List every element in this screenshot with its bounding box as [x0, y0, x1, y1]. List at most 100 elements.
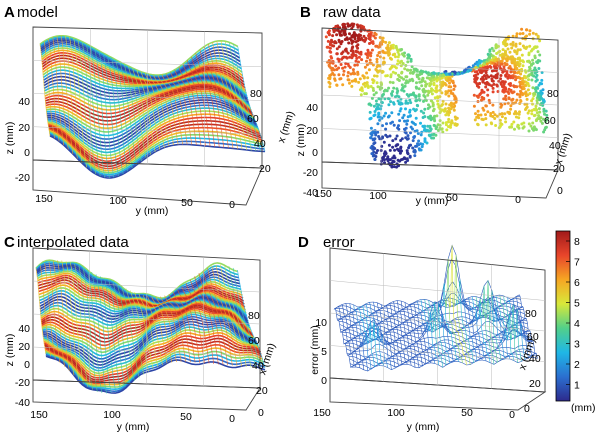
data-point: [398, 109, 402, 113]
data-point: [384, 133, 388, 137]
mesh-line: [377, 302, 396, 369]
data-point: [338, 33, 342, 37]
data-point: [408, 110, 412, 114]
grid-line: [32, 126, 263, 135]
data-point: [400, 88, 404, 92]
data-point: [385, 157, 389, 161]
surface-line: [39, 37, 240, 79]
data-point: [526, 82, 529, 86]
data-point: [327, 32, 331, 36]
data-point: [527, 59, 531, 63]
surface-line: [104, 278, 121, 390]
data-point: [373, 141, 377, 145]
x-ticks: 80 60 40 20 0: [524, 308, 541, 415]
panel-title: model: [17, 4, 58, 21]
data-point: [440, 91, 444, 95]
y-tick-label: 50: [461, 407, 473, 419]
data-point: [387, 86, 391, 90]
data-point: [542, 109, 546, 113]
data-point: [396, 126, 400, 130]
surface-line: [111, 57, 129, 172]
x-tick-label: 60: [247, 113, 259, 125]
data-point: [441, 121, 445, 125]
data-point: [430, 92, 434, 96]
data-point: [381, 136, 384, 140]
mesh-line: [353, 304, 372, 370]
colorbar-tick-label: 1: [574, 380, 580, 392]
data-point: [424, 98, 427, 102]
surface-line: [47, 101, 258, 147]
data-point: [348, 55, 352, 59]
data-point: [518, 110, 521, 114]
data-point: [417, 139, 421, 143]
data-point: [385, 122, 388, 126]
data-point: [485, 74, 489, 77]
data-point: [431, 88, 435, 92]
data-point: [528, 65, 531, 69]
data-point: [378, 55, 382, 59]
data-point: [366, 76, 370, 80]
y-tick-label: 50: [446, 192, 458, 204]
data-point: [390, 65, 394, 69]
data-point: [455, 116, 459, 120]
data-point: [404, 81, 408, 85]
data-point: [493, 65, 497, 69]
data-point: [542, 130, 546, 134]
data-point: [404, 99, 408, 103]
data-point: [444, 92, 448, 96]
data-point: [505, 59, 509, 63]
data-point: [401, 86, 405, 89]
data-point: [493, 62, 497, 66]
data-point: [332, 73, 336, 77]
surface-line: [207, 267, 233, 366]
z-axis-label: z (mm): [295, 124, 307, 157]
data-point: [401, 52, 404, 56]
y-ticks: 150 100 50 0: [313, 407, 515, 421]
data-point: [532, 126, 536, 130]
z-tick-label: 10: [315, 317, 327, 329]
surface-line: [41, 54, 245, 84]
data-point: [332, 68, 336, 72]
data-point: [365, 63, 369, 67]
data-point: [521, 64, 525, 68]
data-point: [506, 76, 510, 80]
data-point: [364, 36, 368, 40]
data-point: [517, 126, 521, 130]
mesh-line: [349, 303, 369, 372]
data-point: [338, 77, 342, 81]
colorbar-unit: (mm): [571, 402, 595, 414]
data-point: [515, 61, 519, 65]
data-point: [335, 47, 339, 51]
data-point: [490, 69, 494, 73]
data-point: [503, 87, 507, 90]
data-point: [337, 73, 341, 77]
data-point: [374, 33, 378, 36]
panel-c: C interpolated data z (mm) y (mm) x (mm)…: [4, 234, 278, 433]
data-point: [534, 104, 538, 108]
surface-line: [48, 120, 262, 165]
data-point: [514, 42, 518, 46]
data-point: [372, 34, 376, 38]
data-point: [511, 76, 515, 80]
data-point: [482, 78, 486, 81]
data-point: [539, 89, 543, 93]
data-point: [503, 80, 507, 84]
mesh-line: [396, 300, 416, 368]
data-point: [395, 134, 399, 138]
data-point: [351, 34, 355, 38]
data-point: [367, 68, 371, 72]
data-point: [484, 104, 488, 108]
data-point: [422, 99, 425, 103]
mesh-line: [333, 308, 353, 369]
surface-line: [161, 74, 184, 145]
data-point: [344, 27, 348, 31]
data-point: [351, 40, 355, 43]
data-point: [452, 108, 456, 112]
data-point: [498, 118, 502, 122]
data-point: [413, 148, 417, 152]
data-point: [542, 117, 545, 121]
data-point: [537, 67, 541, 70]
data-point: [386, 43, 390, 47]
mesh-line: [335, 300, 522, 316]
y-tick-label: 0: [229, 413, 235, 425]
